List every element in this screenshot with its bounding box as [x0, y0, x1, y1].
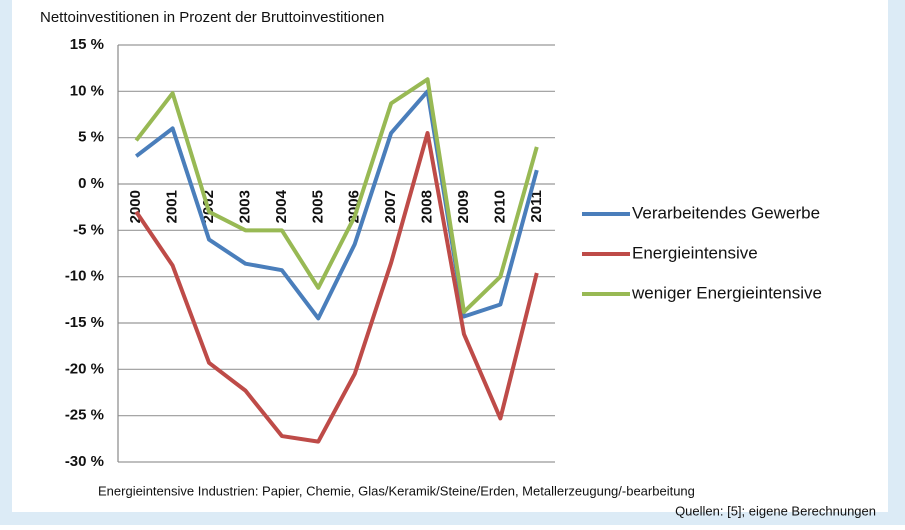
- y-tick-label: 15 %: [70, 36, 104, 53]
- y-tick-label: 10 %: [70, 82, 104, 99]
- legend-label: Energieintensive: [632, 243, 758, 262]
- y-tick-label: -5 %: [73, 221, 104, 238]
- y-tick-label: -10 %: [65, 268, 104, 285]
- x-tick-label: 2010: [491, 190, 508, 223]
- note: Energieintensive Industrien: Papier, Che…: [98, 483, 695, 498]
- x-tick-label: 2003: [236, 190, 253, 223]
- y-tick-label: 5 %: [78, 129, 104, 146]
- x-tick-label: 2009: [455, 190, 472, 223]
- legend-label: weniger Energieintensive: [631, 283, 822, 302]
- x-tick-label: 2004: [273, 189, 290, 223]
- legend-label: Verarbeitendes Gewerbe: [632, 203, 820, 222]
- y-tick-label: -25 %: [65, 407, 104, 424]
- y-tick-label: 0 %: [78, 175, 104, 192]
- x-tick-label: 2007: [382, 190, 399, 223]
- x-tick-label: 2011: [528, 190, 545, 223]
- series-line: [134, 89, 539, 321]
- chart-title: Nettoinvestitionen in Prozent der Brutto…: [40, 9, 384, 26]
- y-tick-label: -15 %: [65, 314, 104, 331]
- series-line: [134, 77, 539, 314]
- series-line: [134, 131, 539, 444]
- y-tick-label: -20 %: [65, 360, 104, 377]
- x-tick-label: 2006: [346, 190, 363, 223]
- x-tick-label: 2005: [309, 190, 326, 223]
- x-tick-label: 2001: [164, 190, 181, 223]
- source: Quellen: [5]; eigene Berechnungen: [675, 503, 876, 518]
- y-tick-label: -30 %: [65, 453, 104, 470]
- x-tick-label: 2008: [419, 190, 436, 223]
